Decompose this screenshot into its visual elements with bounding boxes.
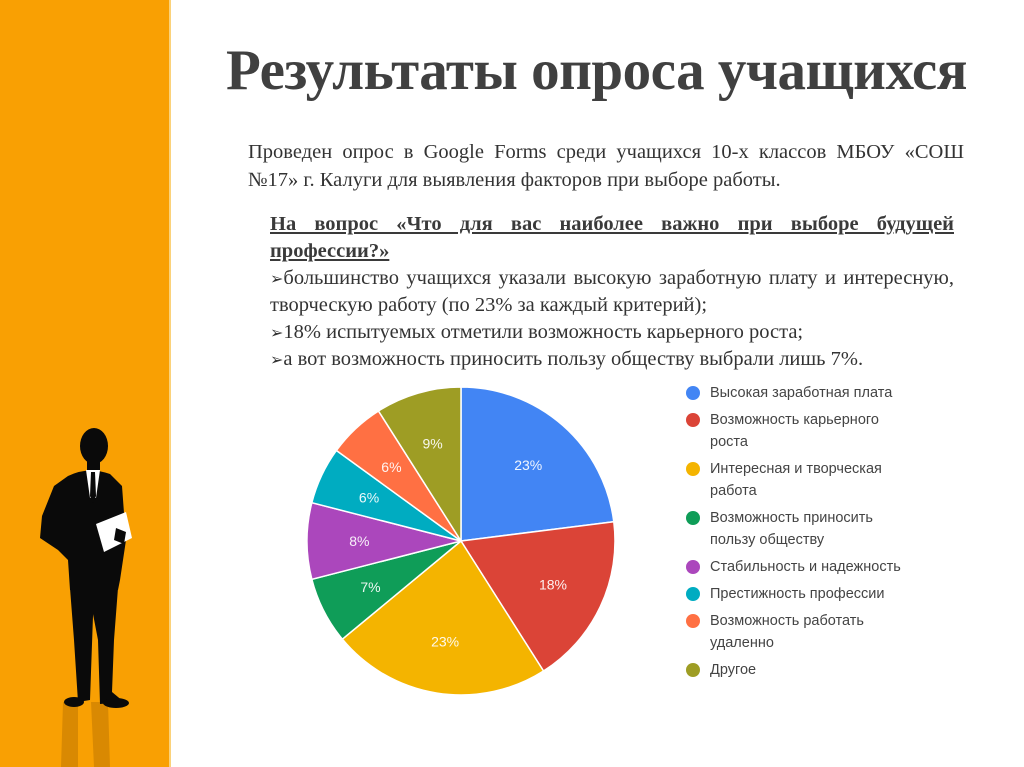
legend-color-dot-icon <box>686 413 700 427</box>
legend-color-dot-icon <box>686 462 700 476</box>
findings-block: На вопрос «Что для вас наиболее важно пр… <box>270 211 954 373</box>
finding-bullet: ➢большинство учащихся указали высокую за… <box>270 267 954 316</box>
legend-label: Престижность профессии <box>710 586 885 602</box>
legend-color-dot-icon <box>686 560 700 574</box>
pie-slice-label: 6% <box>381 459 401 475</box>
chart-legend: Высокая заработная плата Возможность карь… <box>686 382 946 686</box>
legend-label: Интересная и творческая работа <box>710 461 882 499</box>
pie-slice-label: 8% <box>349 533 369 549</box>
legend-color-dot-icon <box>686 511 700 525</box>
pie-slice-label: 23% <box>431 633 459 649</box>
pie-chart: 23% 18% 23% 7% 8% 6%6% 9% <box>306 386 616 696</box>
finding-bullet: ➢а вот возможность приносить пользу обще… <box>270 348 864 370</box>
slide-title: Результаты опроса учащихся <box>226 39 967 102</box>
arrow-bullet-icon: ➢ <box>270 350 284 369</box>
legend-item: Стабильность и надежность <box>686 556 946 578</box>
legend-label: Стабильность и надежность <box>710 559 901 575</box>
pie-slice-label: 6% <box>359 490 379 506</box>
survey-intro-text: Проведен опрос в Google Forms среди учащ… <box>248 141 964 191</box>
legend-item: Интересная и творческая работа <box>686 458 946 502</box>
legend-label: Возможность приносить пользу обществу <box>710 510 873 548</box>
legend-item: Другое <box>686 659 946 681</box>
legend-item: Престижность профессии <box>686 583 946 605</box>
pie-slice <box>341 539 545 696</box>
legend-color-dot-icon <box>686 614 700 628</box>
legend-color-dot-icon <box>686 386 700 400</box>
arrow-bullet-icon: ➢ <box>270 269 284 288</box>
survey-question: На вопрос «Что для вас наиболее важно пр… <box>270 213 954 262</box>
businessman-silhouette-icon <box>40 428 132 767</box>
legend-label: Другое <box>710 662 757 678</box>
pie-slice <box>459 520 616 673</box>
legend-item: Возможность приносить пользу обществу <box>686 507 946 551</box>
legend-color-dot-icon <box>686 587 700 601</box>
legend-item: Возможность карьерного роста <box>686 409 946 453</box>
side-bar-edge <box>169 0 171 767</box>
legend-item: Возможность работать удаленно <box>686 610 946 654</box>
pie-slice <box>460 386 615 542</box>
legend-color-dot-icon <box>686 663 700 677</box>
arrow-bullet-icon: ➢ <box>270 323 284 342</box>
pie-slice-label: 9% <box>423 435 443 451</box>
pie-slice-label: 23% <box>514 457 542 473</box>
finding-bullet: ➢18% испытуемых отметили возможность кар… <box>270 321 804 343</box>
pie-slice-label: 18% <box>539 576 567 592</box>
legend-item: Высокая заработная плата <box>686 382 946 404</box>
pie-slice <box>377 386 462 544</box>
pie-slice-label: 7% <box>360 579 380 595</box>
legend-label: Возможность карьерного роста <box>710 412 879 450</box>
legend-label: Высокая заработная плата <box>710 385 893 401</box>
legend-label: Возможность работать удаленно <box>710 613 864 651</box>
